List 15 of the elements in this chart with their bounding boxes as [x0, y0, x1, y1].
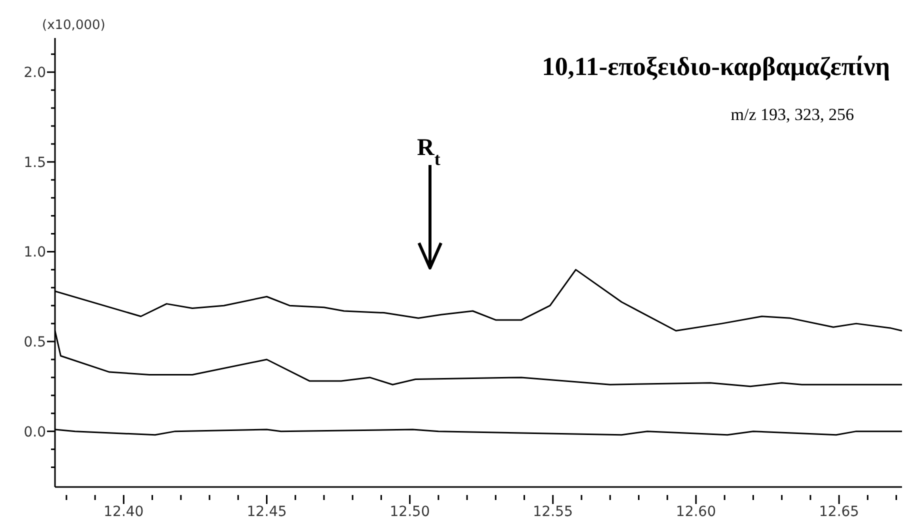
- y-tick-label: 1.5: [24, 154, 46, 171]
- y-tick-label: 1.0: [24, 244, 46, 261]
- text: m/z 193, 323, 256: [730, 105, 854, 125]
- y-tick-label: 0.5: [24, 334, 46, 351]
- y-tick-label: 0.0: [24, 424, 46, 440]
- text: 10,11-εποξειδιο-καρβαμαζεπίνη: [542, 52, 890, 82]
- x-tick-label: 12.40: [104, 504, 144, 517]
- annotation: R$_{t}$: [417, 135, 440, 169]
- x-tick-label: 12.55: [532, 504, 573, 517]
- x-tick-label: 12.60: [676, 504, 716, 517]
- y-tick-label: 2.0: [24, 65, 46, 82]
- x-tick-label: 12.65: [819, 504, 860, 517]
- y-axis-title: (x10,000): [42, 18, 106, 33]
- x-tick-label: 12.50: [390, 504, 430, 517]
- x-tick-label: 12.45: [246, 504, 287, 517]
